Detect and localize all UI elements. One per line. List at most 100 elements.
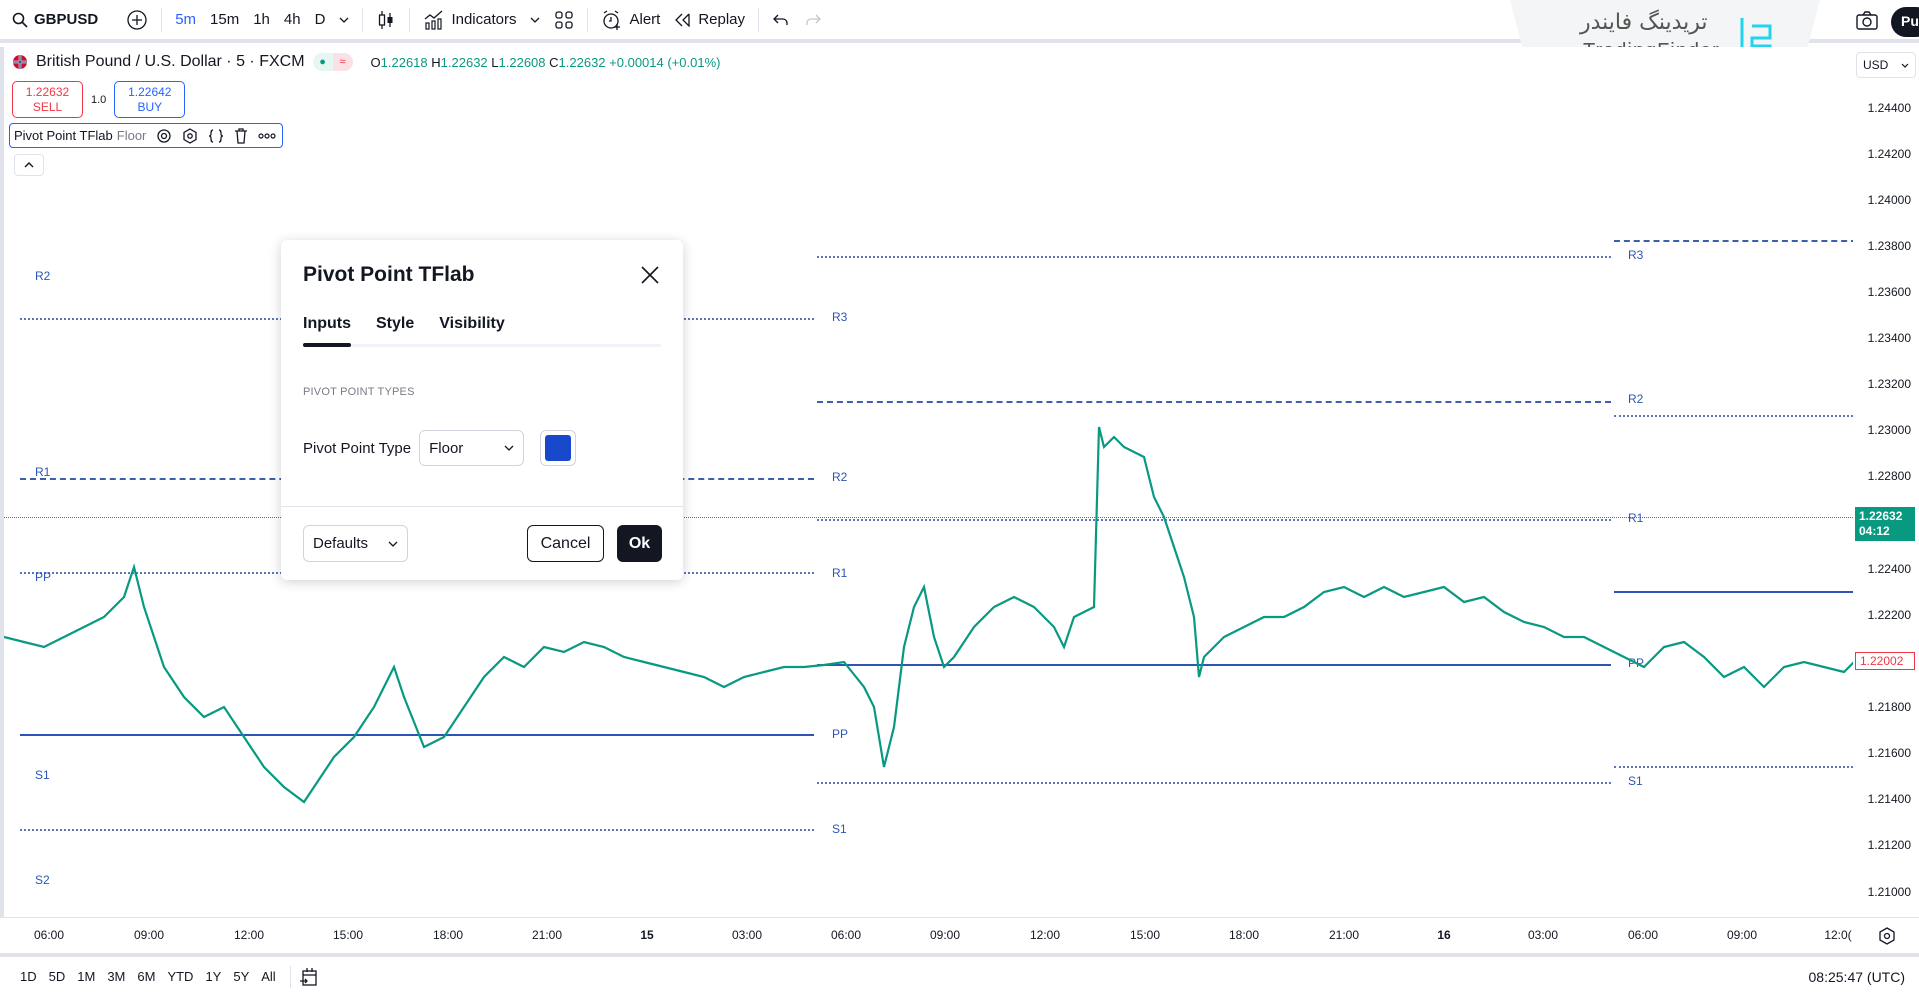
interval-15m[interactable]: 15m	[210, 11, 240, 28]
buy-price: 1.22642	[128, 85, 172, 99]
replay-button[interactable]: Replay	[667, 0, 752, 39]
line-color-picker[interactable]	[540, 430, 577, 466]
time-tick: 09:00	[929, 928, 961, 942]
interval-5m[interactable]: 5m	[175, 11, 197, 28]
interval-1h[interactable]: 1h	[253, 11, 270, 28]
price-tick: 1.22200	[1867, 608, 1911, 622]
range-6m[interactable]: 6M	[137, 969, 156, 984]
section-heading: PIVOT POINT TYPES	[303, 386, 415, 398]
range-1y[interactable]: 1Y	[205, 969, 222, 984]
chevron-down-icon	[388, 541, 398, 547]
pivot-label-pp: PP	[832, 727, 849, 741]
indicators-button[interactable]: Indicators	[416, 0, 523, 39]
low-price-tag: 1.22002	[1855, 652, 1915, 670]
currency-label: USD	[1863, 58, 1889, 72]
price-tick: 1.22800	[1867, 469, 1911, 483]
camera-icon[interactable]	[1855, 10, 1879, 32]
trash-icon[interactable]	[234, 127, 248, 144]
undo-button[interactable]	[765, 0, 797, 39]
more-icon[interactable]	[258, 132, 276, 139]
range-5d[interactable]: 5D	[48, 969, 66, 984]
cancel-button[interactable]: Cancel	[527, 525, 604, 562]
chart-legend: British Pound / U.S. Dollar · 5 · FXCM ●…	[12, 53, 720, 71]
chart-type-button[interactable]	[369, 0, 403, 39]
defaults-dropdown[interactable]: Defaults	[303, 525, 408, 562]
tab-inputs[interactable]: Inputs	[303, 315, 351, 347]
time-tick: 06:00	[830, 928, 862, 942]
time-tick: 09:00	[133, 928, 165, 942]
pivot-type-select[interactable]: Floor	[419, 430, 525, 466]
pivot-label-s1: S1	[35, 768, 50, 782]
collapse-legend-button[interactable]	[14, 154, 44, 176]
current-price-line	[4, 517, 1857, 518]
tab-visibility[interactable]: Visibility	[439, 315, 505, 332]
divider	[161, 7, 163, 32]
eye-icon[interactable]	[156, 128, 172, 144]
time-tick: 09:00	[1726, 928, 1758, 942]
source-code-icon[interactable]	[208, 128, 224, 144]
buy-button[interactable]: 1.22642 BUY	[114, 81, 186, 118]
settings-icon[interactable]	[182, 127, 198, 144]
price-tick: 1.24400	[1867, 101, 1911, 115]
currency-selector[interactable]: USD	[1856, 52, 1916, 78]
alert-button[interactable]: Alert	[594, 0, 667, 39]
pivot-line	[1614, 415, 1857, 417]
symbol-search[interactable]: GBPUSD	[0, 0, 105, 39]
close-icon[interactable]	[639, 264, 661, 286]
market-open-dot-icon: ●	[312, 53, 333, 71]
time-tick: 12:00	[1029, 928, 1061, 942]
market-status[interactable]: ● ≈	[312, 53, 353, 71]
time-tick: 12:0(	[1824, 928, 1852, 942]
interval-d[interactable]: D	[314, 11, 326, 28]
range-3m[interactable]: 3M	[107, 969, 126, 984]
go-to-date-icon[interactable]	[299, 967, 319, 987]
pivot-line	[1614, 766, 1857, 768]
pivot-label-s2: S2	[35, 873, 50, 887]
range-5y[interactable]: 5Y	[233, 969, 250, 984]
axis-settings-icon[interactable]	[1878, 927, 1896, 945]
ohlc-values: O1.22618 H1.22632 L1.22608 C1.22632 +0.0…	[370, 54, 721, 70]
chevron-down-icon	[339, 17, 349, 23]
defaults-label: Defaults	[313, 535, 369, 552]
redo-button[interactable]	[797, 0, 829, 39]
symbol-title[interactable]: British Pound / U.S. Dollar · 5 · FXCM	[36, 53, 305, 70]
publish-button[interactable]: Pu	[1891, 7, 1919, 37]
pivot-label-s1: S1	[1628, 774, 1643, 788]
price-tick: 1.23800	[1867, 239, 1911, 253]
time-tick: 03:00	[731, 928, 763, 942]
candlestick-series	[4, 426, 1857, 804]
buy-label: BUY	[137, 100, 163, 114]
current-price-tag: 1.22632 04:12	[1855, 507, 1915, 541]
compare-button[interactable]	[119, 0, 155, 39]
current-price: 1.22632	[1859, 509, 1903, 523]
price-axis[interactable]: 1.24400 1.24200 1.24000 1.23800 1.23600 …	[1853, 47, 1919, 917]
chart-pane[interactable]: R2 R1 PP S1 S2 R3 R2 R1 PP S1 R3 R2 R1 P…	[0, 47, 1857, 956]
range-1d[interactable]: 1D	[20, 969, 37, 984]
divider	[362, 7, 364, 32]
indicator-legend-row[interactable]: Pivot Point TFlab Floor	[9, 123, 284, 148]
undo-icon	[773, 14, 788, 25]
ok-button[interactable]: Ok	[617, 525, 662, 562]
pivot-type-row: Pivot Point Type Floor	[303, 430, 577, 466]
range-1m[interactable]: 1M	[77, 969, 96, 984]
pivot-label-r1: R1	[832, 566, 848, 580]
interval-4h[interactable]: 4h	[283, 11, 301, 28]
utc-clock[interactable]: 08:25:47 (UTC)	[1808, 968, 1905, 985]
range-ytd[interactable]: YTD	[167, 969, 194, 984]
search-icon	[12, 12, 28, 28]
order-quantity[interactable]: 1.0	[91, 93, 107, 106]
price-tick: 1.21400	[1867, 792, 1911, 806]
range-all[interactable]: All	[261, 969, 276, 984]
price-tick: 1.23600	[1867, 285, 1911, 299]
interval-dropdown[interactable]	[332, 0, 356, 39]
pivot-label-r2: R2	[832, 470, 848, 484]
tab-style[interactable]: Style	[376, 315, 415, 332]
time-axis[interactable]: 06:00 09:00 12:00 15:00 18:00 21:00 15 0…	[0, 917, 1919, 953]
data-delay-icon: ≈	[332, 53, 353, 71]
sell-button[interactable]: 1.22632 SELL	[12, 81, 83, 118]
pivot-line	[817, 664, 1611, 666]
price-tick: 1.24000	[1867, 193, 1911, 207]
indicators-dropdown[interactable]	[523, 0, 547, 39]
pivot-line	[817, 782, 1611, 784]
layouts-button[interactable]	[547, 0, 581, 39]
